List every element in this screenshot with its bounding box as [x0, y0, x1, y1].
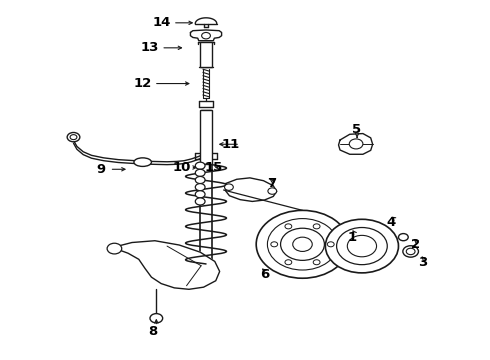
- Text: 7: 7: [267, 177, 276, 190]
- Text: 14: 14: [153, 16, 172, 29]
- Circle shape: [196, 191, 205, 198]
- Circle shape: [196, 162, 205, 169]
- Circle shape: [313, 260, 320, 265]
- Text: 5: 5: [352, 123, 362, 136]
- Circle shape: [347, 235, 376, 257]
- Text: 6: 6: [260, 268, 269, 281]
- Circle shape: [313, 224, 320, 229]
- Text: 8: 8: [148, 325, 157, 338]
- Text: 3: 3: [418, 256, 427, 269]
- Circle shape: [285, 224, 292, 229]
- Circle shape: [327, 242, 334, 247]
- Polygon shape: [111, 241, 220, 289]
- Text: 9: 9: [97, 163, 106, 176]
- Bar: [200, 42, 212, 67]
- Circle shape: [349, 139, 363, 149]
- Bar: [200, 111, 212, 164]
- Circle shape: [268, 188, 277, 194]
- Circle shape: [202, 32, 210, 39]
- Polygon shape: [196, 18, 217, 23]
- Circle shape: [403, 246, 418, 257]
- Circle shape: [196, 198, 205, 205]
- Text: 11: 11: [221, 138, 240, 151]
- Circle shape: [285, 260, 292, 265]
- Circle shape: [406, 248, 415, 255]
- Circle shape: [70, 135, 77, 140]
- Circle shape: [281, 228, 324, 260]
- Text: 13: 13: [141, 41, 159, 54]
- Circle shape: [325, 219, 398, 273]
- Circle shape: [224, 184, 233, 190]
- Text: 10: 10: [172, 161, 191, 174]
- Circle shape: [337, 228, 387, 265]
- Circle shape: [196, 169, 205, 176]
- Text: 2: 2: [411, 238, 420, 251]
- Polygon shape: [191, 30, 221, 41]
- Circle shape: [293, 237, 312, 251]
- Polygon shape: [339, 134, 373, 154]
- Circle shape: [107, 243, 122, 254]
- Circle shape: [271, 242, 278, 247]
- Circle shape: [150, 314, 163, 323]
- Text: 1: 1: [347, 231, 357, 244]
- Circle shape: [256, 210, 349, 278]
- Ellipse shape: [134, 158, 151, 166]
- Text: 12: 12: [134, 77, 152, 90]
- Circle shape: [67, 132, 80, 142]
- Circle shape: [268, 219, 338, 270]
- Circle shape: [196, 176, 205, 184]
- Polygon shape: [225, 178, 277, 202]
- Text: 15: 15: [204, 161, 222, 174]
- Circle shape: [196, 184, 205, 191]
- Circle shape: [398, 234, 408, 241]
- Text: 4: 4: [387, 216, 396, 229]
